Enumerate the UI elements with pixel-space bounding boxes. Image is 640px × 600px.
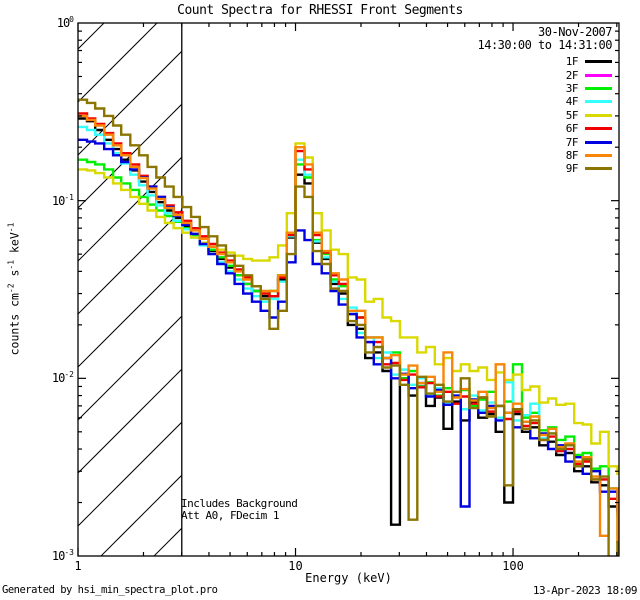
y-tick-label--3: 10-3 xyxy=(51,548,74,563)
observation-info: 30-Nov-2007 14:30:00 to 14:31:00 xyxy=(478,26,613,52)
x-tick-label-100: 100 xyxy=(502,559,524,573)
spectrum-series-4F xyxy=(78,125,619,537)
spectra-curves xyxy=(78,98,619,556)
legend: 1F 2F 3F 4F 5F 6F 7F 8F 9F xyxy=(566,55,612,176)
y-tick-label--1: 10-1 xyxy=(51,192,74,208)
legend-label: 5F xyxy=(565,108,579,122)
plot-border xyxy=(77,22,620,557)
legend-label: 8F xyxy=(565,148,579,162)
legend-swatch xyxy=(585,113,612,117)
legend-item-5F: 5F xyxy=(566,109,612,122)
annotation-attenuator: Att A0, FDecim 1 xyxy=(181,509,279,522)
legend-swatch xyxy=(585,167,612,171)
generation-timestamp: 13-Apr-2023 18:09 xyxy=(532,584,638,597)
legend-label: 6F xyxy=(565,122,579,136)
legend-swatch xyxy=(585,140,612,144)
annotation-background: Includes Background xyxy=(181,497,298,510)
legend-label: 9F xyxy=(565,162,579,176)
observation-date: 30-Nov-2007 xyxy=(538,25,612,39)
legend-item-4F: 4F xyxy=(566,95,612,108)
spectrum-series-5F xyxy=(78,142,619,475)
generated-by-text: Generated by hsi_min_spectra_plot.pro xyxy=(2,584,218,596)
legend-item-9F: 9F xyxy=(566,162,612,175)
legend-item-7F: 7F xyxy=(565,135,612,149)
axis-ticks xyxy=(77,23,619,556)
legend-label: 4F xyxy=(565,95,579,109)
legend-label: 2F xyxy=(565,68,579,82)
legend-swatch xyxy=(585,73,612,77)
x-tick-label-1: 1 xyxy=(74,559,82,573)
legend-item-2F: 2F xyxy=(565,68,612,82)
x-tick-label-10: 10 xyxy=(288,559,303,573)
chart-title: Count Spectra for RHESSI Front Segments xyxy=(177,3,463,18)
legend-swatch xyxy=(585,127,612,131)
legend-label: 7F xyxy=(565,135,579,149)
y-axis-label: counts cm-2 s-1 keV-1 xyxy=(6,222,22,356)
observation-time-range: 14:30:00 to 14:31:00 xyxy=(477,38,613,52)
spectrum-series-9F xyxy=(78,98,619,556)
legend-swatch xyxy=(585,86,612,90)
y-tick-label-0: 100 xyxy=(56,15,74,30)
legend-item-6F: 6F xyxy=(566,122,612,135)
legend-swatch xyxy=(585,100,612,104)
x-axis-label: Energy (keV) xyxy=(305,571,392,585)
legend-label: 3F xyxy=(565,81,579,95)
legend-swatch xyxy=(585,60,612,64)
legend-swatch xyxy=(585,153,612,157)
legend-item-1F: 1F xyxy=(566,55,612,68)
legend-label: 1F xyxy=(565,55,579,69)
y-tick-label--2: 10-2 xyxy=(51,370,74,386)
legend-item-8F: 8F xyxy=(566,149,612,162)
legend-item-3F: 3F xyxy=(566,82,612,95)
